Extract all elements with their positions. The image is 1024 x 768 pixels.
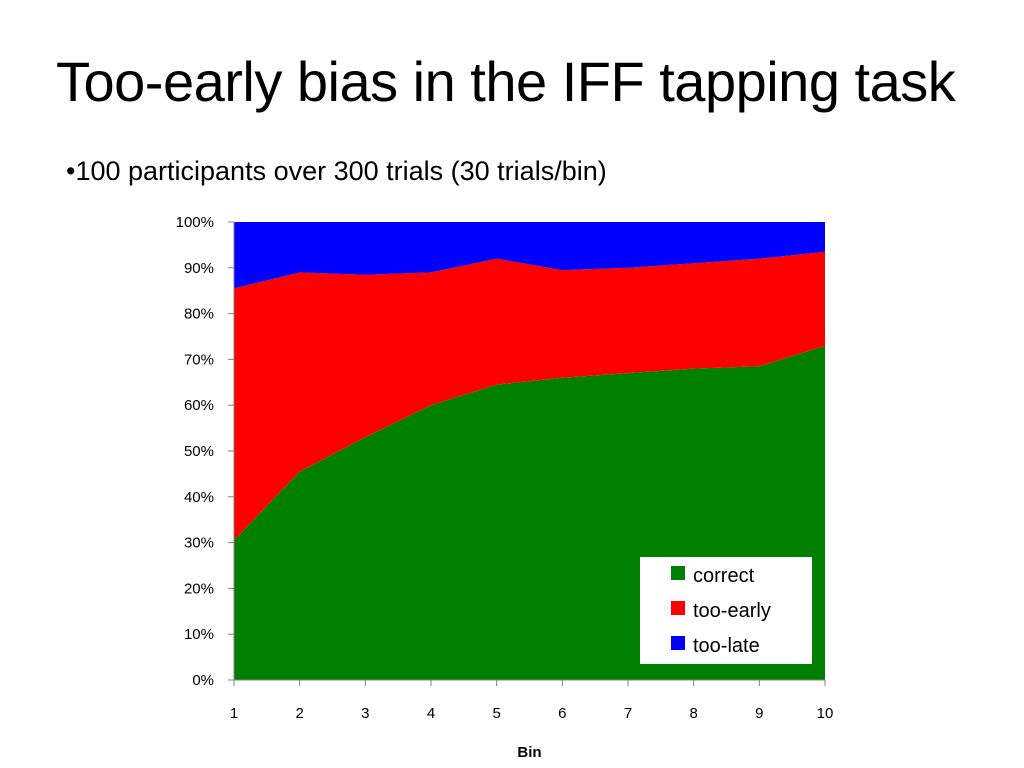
y-tick-label: 30% xyxy=(184,535,214,552)
y-tick-label: 20% xyxy=(184,580,214,597)
x-tick-label: 8 xyxy=(689,705,697,722)
legend-box xyxy=(640,557,812,664)
y-tick-label: 80% xyxy=(184,306,214,323)
legend-label-too-late: too-late xyxy=(693,635,760,657)
y-tick-label: 0% xyxy=(192,672,214,689)
axes xyxy=(228,221,826,686)
area-too-late xyxy=(234,222,825,289)
y-tick-label: 90% xyxy=(184,260,214,277)
slide-title: Too-early bias in the IFF tapping task xyxy=(56,50,956,113)
bullet-text: •100 participants over 300 trials (30 tr… xyxy=(66,156,607,186)
y-tick-label: 60% xyxy=(184,397,214,414)
x-axis-title: Bin xyxy=(517,744,541,761)
x-tick-label: 5 xyxy=(492,705,500,722)
x-tick-label: 10 xyxy=(817,705,834,722)
y-tick-label: 50% xyxy=(184,443,214,460)
y-tick-labels: 0% 10% 20% 30% 40% 50% 60% 70% 80% 90% 100% xyxy=(176,214,214,689)
y-tick-label: 40% xyxy=(184,489,214,506)
x-tick-label: 4 xyxy=(427,705,435,722)
x-tick-label: 6 xyxy=(558,705,566,722)
x-tick-label: 7 xyxy=(624,705,632,722)
legend-label-correct: correct xyxy=(693,565,755,587)
x-tick-label: 3 xyxy=(361,705,369,722)
area-too-early xyxy=(234,251,825,541)
y-tick-label: 100% xyxy=(176,214,214,231)
x-tick-label: 1 xyxy=(230,705,238,722)
legend-label-too-early: too-early xyxy=(693,600,771,622)
x-tick-label: 2 xyxy=(295,705,303,722)
legend-swatch-correct xyxy=(671,566,685,580)
x-tick-labels: 1 2 3 4 5 6 7 8 9 10 xyxy=(230,705,834,722)
x-tick-label: 9 xyxy=(755,705,763,722)
legend-swatch-too-late xyxy=(671,636,685,650)
y-tick-label: 10% xyxy=(184,626,214,643)
legend: correct too-early too-late xyxy=(640,557,812,664)
y-tick-label: 70% xyxy=(184,351,214,368)
legend-swatch-too-early xyxy=(671,601,685,615)
